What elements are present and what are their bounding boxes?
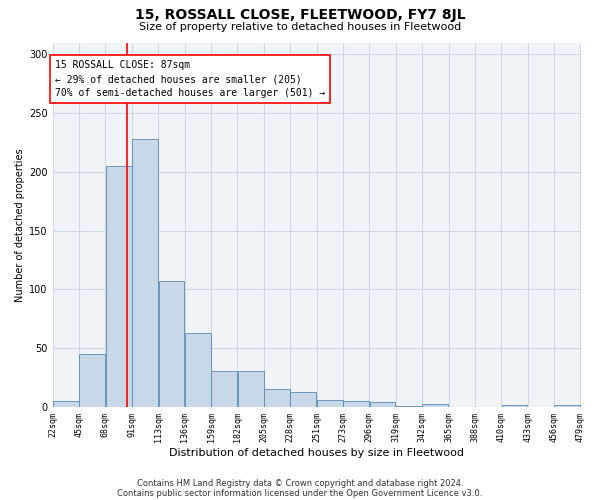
Bar xyxy=(211,370,237,407)
Text: 15 ROSSALL CLOSE: 87sqm
← 29% of detached houses are smaller (205)
70% of semi-d: 15 ROSSALL CLOSE: 87sqm ← 29% of detache… xyxy=(55,60,325,98)
X-axis label: Distribution of detached houses by size in Fleetwood: Distribution of detached houses by size … xyxy=(169,448,464,458)
Text: Size of property relative to detached houses in Fleetwood: Size of property relative to detached ho… xyxy=(139,22,461,32)
Bar xyxy=(317,400,343,407)
Bar xyxy=(238,370,263,407)
Text: Contains public sector information licensed under the Open Government Licence v3: Contains public sector information licen… xyxy=(118,488,482,498)
Bar xyxy=(343,401,369,407)
Bar xyxy=(53,401,79,407)
Bar xyxy=(370,402,395,407)
Bar xyxy=(554,404,580,407)
Bar xyxy=(79,354,105,407)
Y-axis label: Number of detached properties: Number of detached properties xyxy=(15,148,25,302)
Bar xyxy=(290,392,316,407)
Bar xyxy=(185,333,211,407)
Bar xyxy=(422,404,448,407)
Bar xyxy=(158,281,184,407)
Bar xyxy=(502,404,527,407)
Bar xyxy=(396,406,422,407)
Text: Contains HM Land Registry data © Crown copyright and database right 2024.: Contains HM Land Registry data © Crown c… xyxy=(137,478,463,488)
Bar xyxy=(132,139,158,407)
Text: 15, ROSSALL CLOSE, FLEETWOOD, FY7 8JL: 15, ROSSALL CLOSE, FLEETWOOD, FY7 8JL xyxy=(134,8,466,22)
Bar xyxy=(106,166,131,407)
Bar xyxy=(264,390,290,407)
